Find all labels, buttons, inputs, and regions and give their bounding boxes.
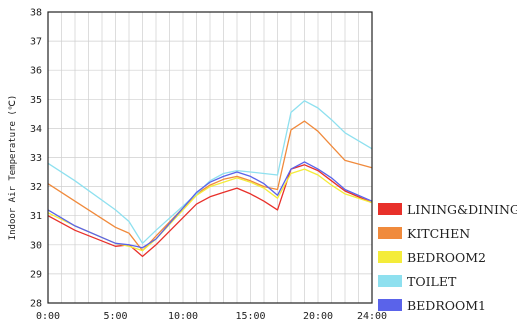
y-tick-label: 32 (30, 182, 42, 193)
plot-frame (47, 11, 373, 304)
x-tick-label: 15:00 (235, 311, 265, 322)
legend-label: BEDROOM1 (407, 298, 486, 313)
legend-swatch (378, 203, 402, 215)
y-tick-label: 37 (30, 37, 42, 48)
x-tick-label: 0:00 (36, 311, 60, 322)
x-tick-label: 24:00 (357, 311, 387, 322)
y-tick-label: 36 (30, 66, 42, 77)
y-tick-label: 31 (30, 211, 42, 222)
legend-label: LINING&DINING (407, 202, 517, 217)
y-tick-label: 30 (30, 240, 42, 251)
tick-layer: 28 29 30 31 32 33 34 35 36 37 38 0:00 5:00 10:00 15:00… (30, 8, 387, 323)
series-line-4 (47, 100, 373, 244)
x-tick-label: 5:00 (103, 311, 127, 322)
y-tick-label: 29 (30, 269, 42, 280)
legend-label: BEDROOM2 (407, 250, 486, 265)
series-line-2 (47, 120, 373, 252)
y-tick-label: 33 (30, 153, 42, 164)
series-line-5 (47, 161, 373, 249)
y-tick-label: 38 (30, 8, 42, 19)
y-tick-label: 35 (30, 95, 42, 106)
series-layer (47, 100, 373, 258)
legend: LINING&DINING KITCHEN BEDROOM2 TOILET BEDROO… (378, 202, 517, 313)
series-line-3 (47, 168, 373, 252)
legend-label: TOILET (407, 274, 457, 289)
legend-swatch (378, 299, 402, 311)
legend-swatch (378, 251, 402, 263)
legend-label: KITCHEN (407, 226, 470, 241)
x-tick-label: 10:00 (168, 311, 198, 322)
legend-swatch (378, 275, 402, 287)
y-axis-label: Indoor Air Temperature (℃) (8, 95, 18, 241)
x-tick-label: 20:00 (303, 311, 333, 322)
y-tick-label: 28 (30, 299, 42, 310)
grid-layer (48, 12, 372, 303)
y-tick-label: 34 (30, 124, 42, 135)
legend-swatch (378, 227, 402, 239)
